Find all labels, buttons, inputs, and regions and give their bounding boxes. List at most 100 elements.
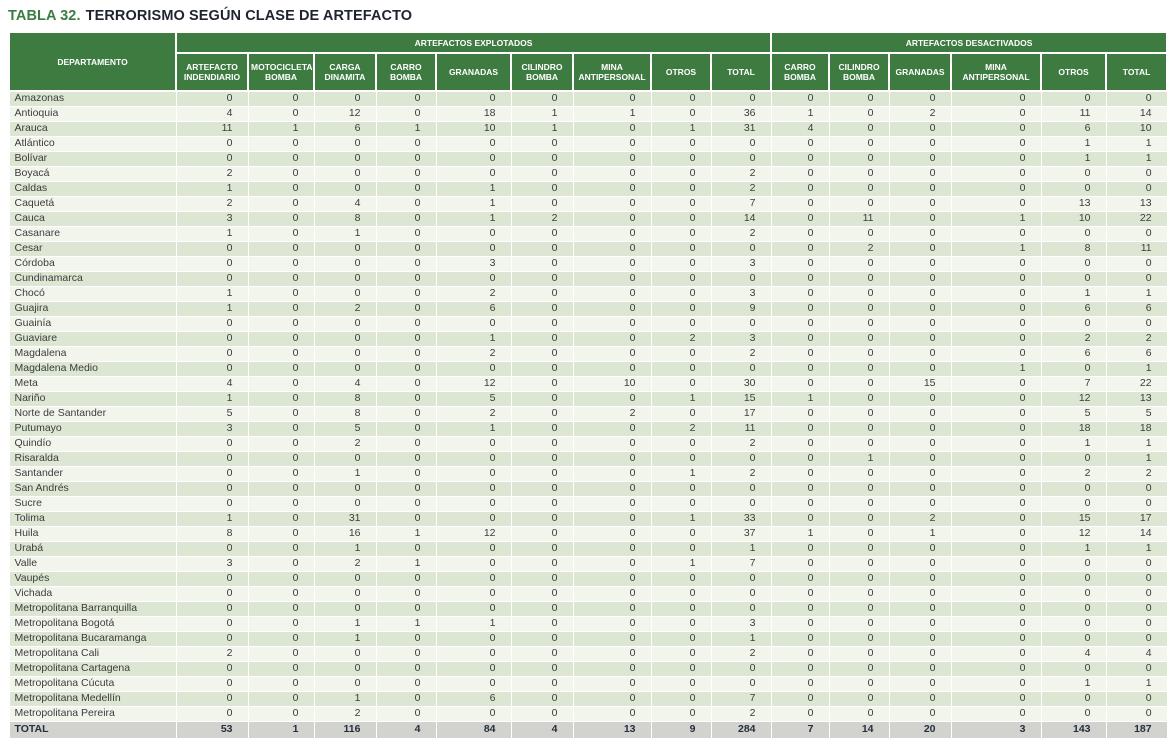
value-cell: 0 [435,90,512,107]
value-cell: 0 [313,330,377,347]
value-cell: 0 [1105,225,1168,242]
value-cell: 18 [1040,420,1107,437]
value-cell: 0 [828,105,890,122]
value-cell: 0 [175,240,249,257]
value-cell: 0 [175,360,249,377]
column-header: ARTEFACTO INDENDIARIO [175,52,249,92]
value-cell: 0 [650,630,712,647]
value-cell: 0 [650,675,712,692]
table-row: Tolima 1 0 31 0 0 0 0 1 33 0 0 2 0 15 17 [8,510,1168,527]
value-cell: 0 [435,465,512,482]
value-cell: 0 [510,390,574,407]
value-cell: 0 [1040,165,1107,182]
value-cell: 0 [375,570,437,587]
value-cell: 0 [950,105,1042,122]
value-cell: 1 [1040,285,1107,302]
value-cell: 0 [435,495,512,512]
value-cell: 0 [1040,180,1107,197]
table-row: Valle 3 0 2 1 0 0 0 1 7 0 0 0 0 0 0 [8,555,1168,572]
value-cell: 0 [175,435,249,452]
value-cell: 0 [888,210,952,227]
value-cell: 0 [1105,90,1168,107]
value-cell: 6 [1040,120,1107,137]
value-cell: 0 [375,150,437,167]
value-cell: 0 [950,675,1042,692]
value-cell: 11 [828,210,890,227]
value-cell: 0 [572,525,652,542]
value-cell: 0 [572,495,652,512]
value-cell: 0 [313,255,377,272]
table-row: Guainía 0 0 0 0 0 0 0 0 0 0 0 0 0 0 0 [8,315,1168,332]
value-cell: 0 [828,165,890,182]
value-cell: 0 [650,615,712,632]
value-cell: 0 [572,450,652,467]
value-cell: 0 [650,435,712,452]
value-cell: 18 [1105,420,1168,437]
table-row: Quindío 0 0 2 0 0 0 0 0 2 0 0 0 0 1 1 [8,435,1168,452]
value-cell: 0 [828,570,890,587]
value-cell: 0 [572,135,652,152]
value-cell: 0 [375,585,437,602]
value-cell: 2 [710,465,772,482]
value-cell: 0 [1105,705,1168,722]
value-cell: 0 [510,690,574,707]
table-row: Norte de Santander 5 0 8 0 2 0 2 0 17 0 0 0 0 5 5 [8,405,1168,422]
value-cell: 0 [247,240,315,257]
value-cell: 0 [950,465,1042,482]
value-cell: 0 [770,510,830,527]
value-cell: 0 [375,240,437,257]
department-cell: Huila [8,525,177,542]
value-cell: 14 [1105,105,1168,122]
value-cell: 3 [710,285,772,302]
value-cell: 0 [770,330,830,347]
department-cell: Metropolitana Pereira [8,705,177,722]
value-cell: 1 [175,285,249,302]
value-cell: 0 [1040,315,1107,332]
value-cell: 0 [247,645,315,662]
value-cell: 12 [435,375,512,392]
value-cell: 30 [710,375,772,392]
value-cell: 1 [247,120,315,137]
value-cell: 2 [510,210,574,227]
department-cell: Putumayo [8,420,177,437]
value-cell: 0 [828,510,890,527]
value-cell: 0 [435,435,512,452]
value-cell: 0 [572,180,652,197]
table-row: Magdalena 0 0 0 0 2 0 0 0 2 0 0 0 0 6 6 [8,345,1168,362]
value-cell: 0 [1040,90,1107,107]
value-cell: 2 [710,180,772,197]
value-cell: 0 [770,645,830,662]
value-cell: 0 [710,480,772,497]
value-cell: 0 [313,570,377,587]
department-cell: Meta [8,375,177,392]
value-cell: 1 [375,555,437,572]
value-cell: 116 [313,720,377,739]
value-cell: 0 [247,660,315,677]
value-cell: 0 [888,660,952,677]
value-cell: 0 [1105,690,1168,707]
column-header: TOTAL [1105,52,1168,92]
value-cell: 0 [770,225,830,242]
value-cell: 0 [950,615,1042,632]
value-cell: 2 [572,405,652,422]
value-cell: 0 [375,420,437,437]
value-cell: 0 [950,120,1042,137]
group-header-explotados: ARTEFACTOS EXPLOTADOS [174,31,773,54]
value-cell: 0 [175,345,249,362]
value-cell: 0 [710,585,772,602]
value-cell: 0 [375,225,437,242]
value-cell: 3 [175,420,249,437]
value-cell: 0 [572,555,652,572]
value-cell: 5 [175,405,249,422]
value-cell: 0 [950,165,1042,182]
column-header: CILINDRO BOMBA [510,52,574,92]
value-cell: 0 [510,165,574,182]
value-cell: 0 [510,405,574,422]
value-cell: 1 [710,630,772,647]
table-title-text: TERRORISMO SEGÚN CLASE DE ARTEFACTO [85,8,413,24]
value-cell: 0 [247,555,315,572]
value-cell: 0 [1040,600,1107,617]
value-cell: 0 [888,600,952,617]
value-cell: 0 [375,255,437,272]
value-cell: 0 [710,675,772,692]
